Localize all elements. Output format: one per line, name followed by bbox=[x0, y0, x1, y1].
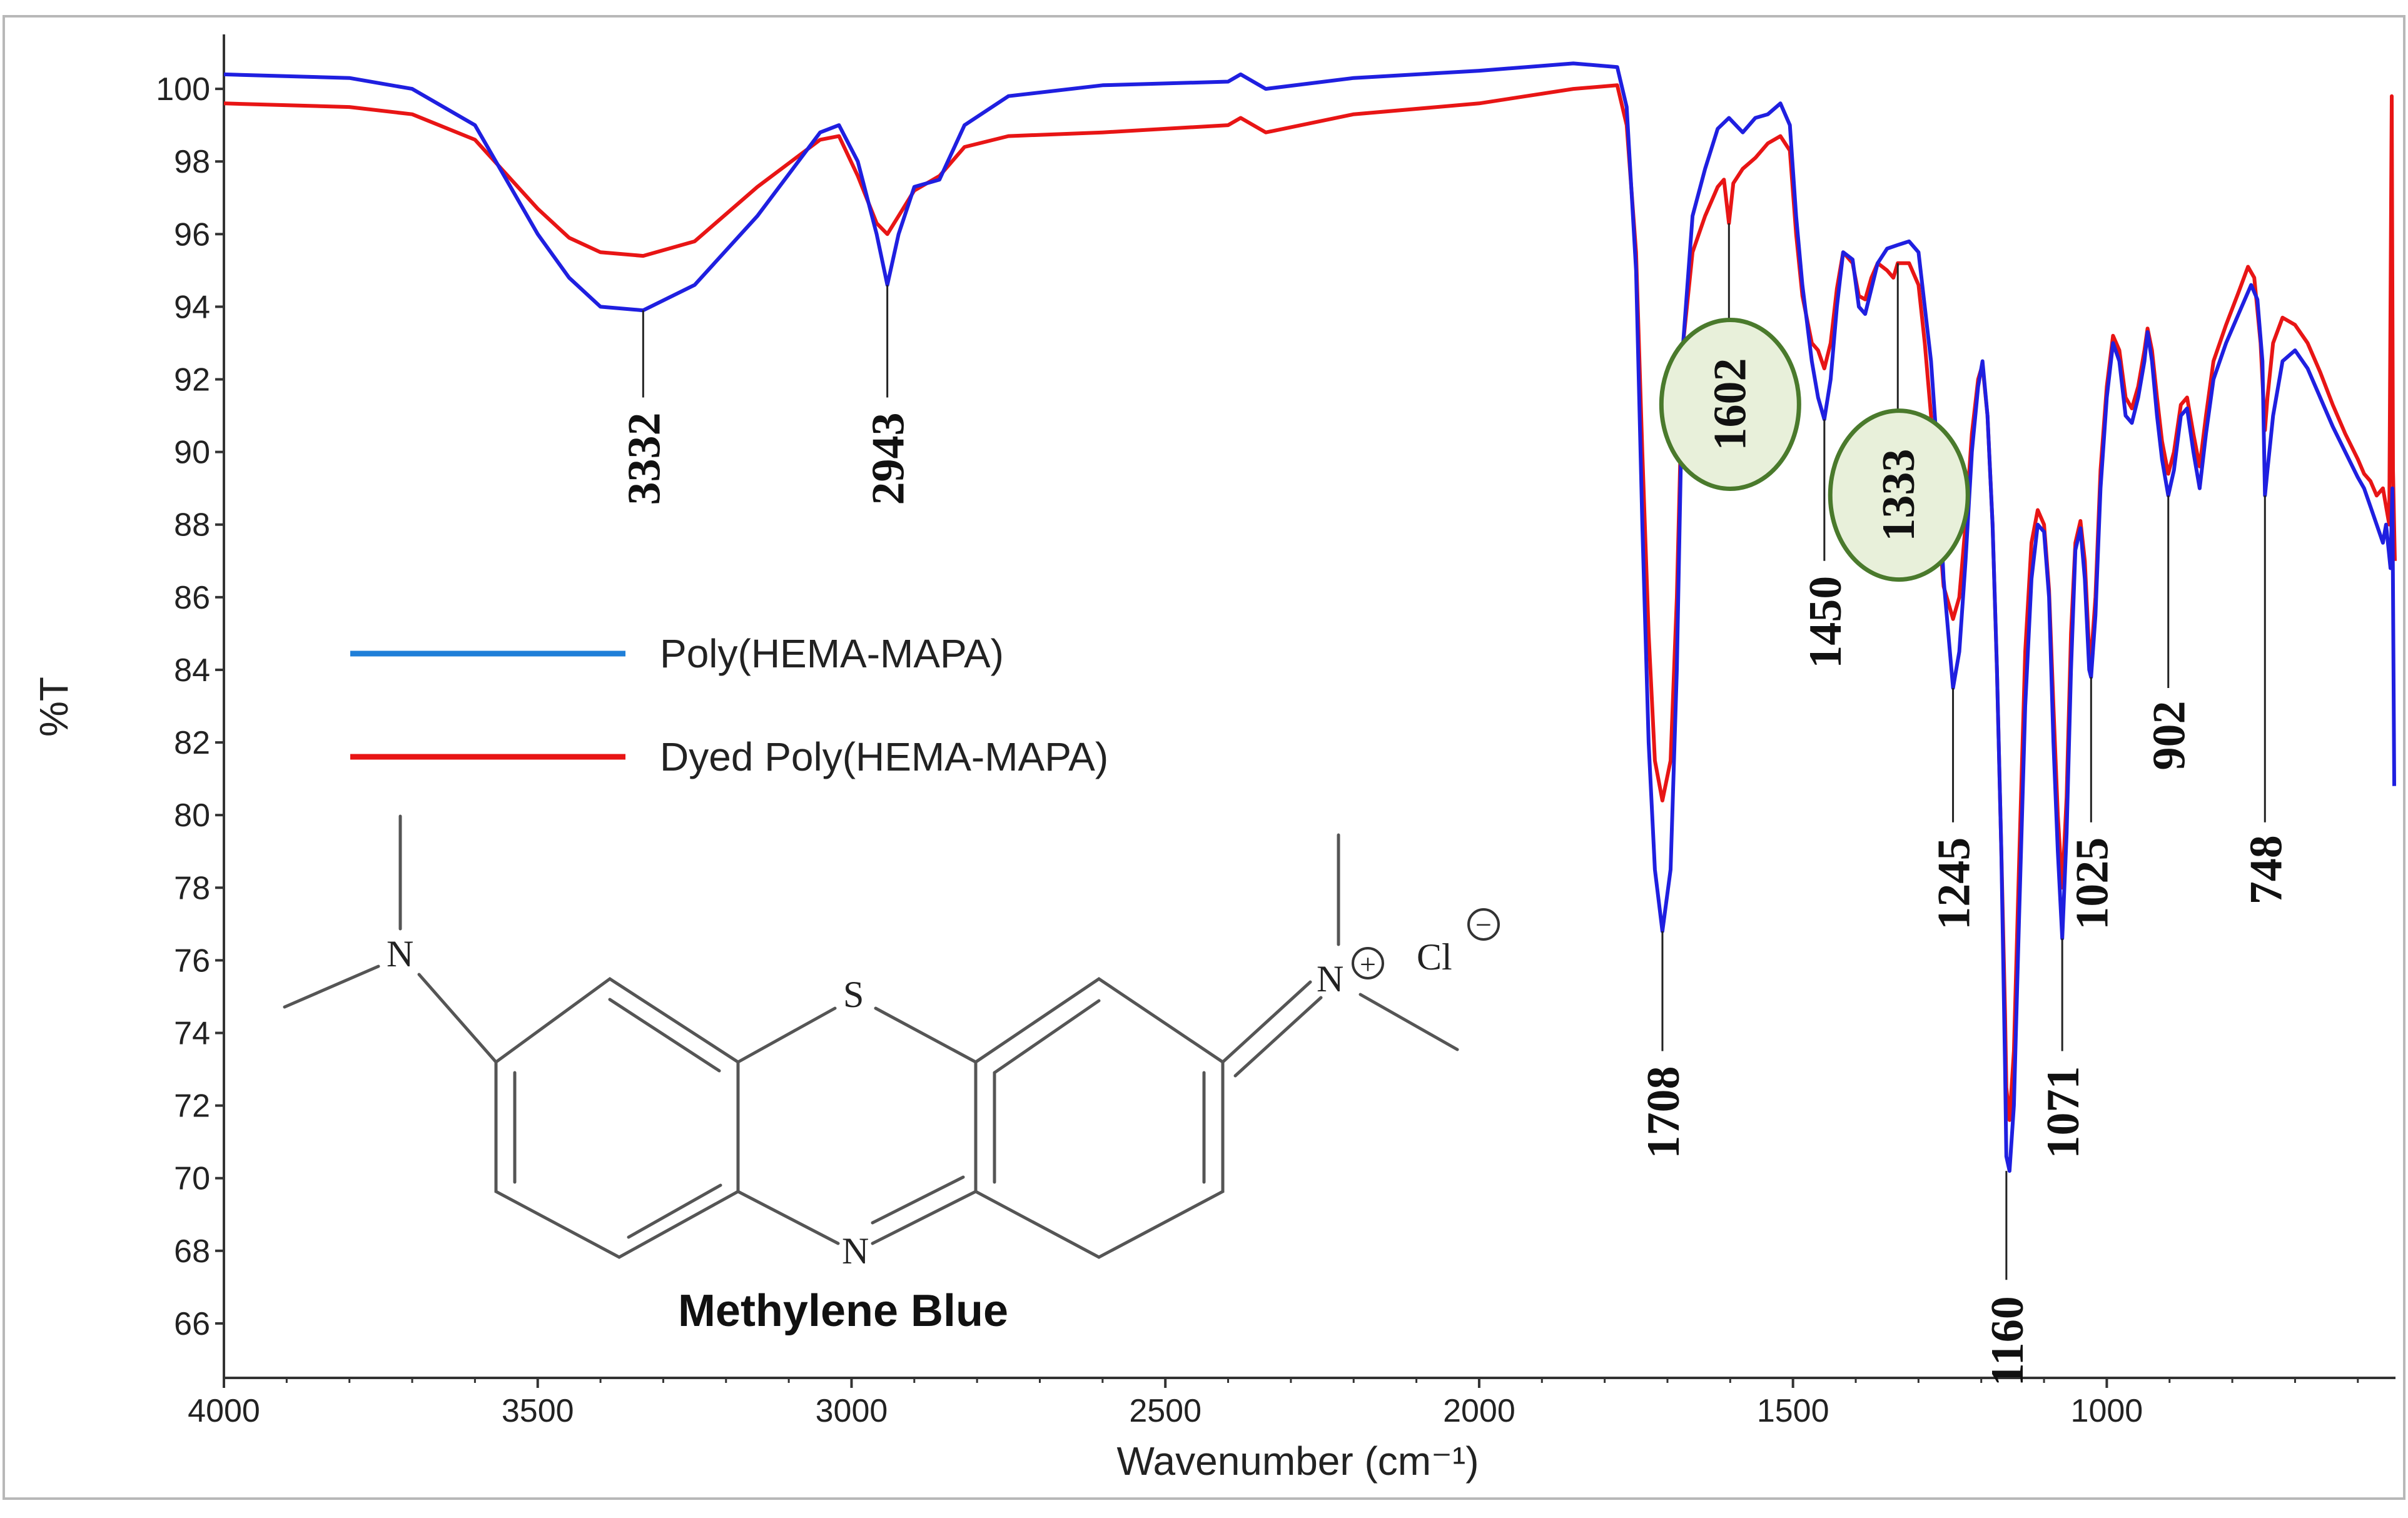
bond-n-right bbox=[871, 1190, 978, 1245]
peak-label: 1450 bbox=[1800, 576, 1851, 669]
legend: Poly(HEMA-MAPA) Dyed Poly(HEMA-MAPA) bbox=[350, 631, 1108, 779]
bond-left-s bbox=[736, 1006, 837, 1064]
bond-ring-nright-b bbox=[1233, 996, 1323, 1078]
minus-charge: − bbox=[1475, 909, 1492, 941]
plus-charge-circle bbox=[1352, 947, 1384, 979]
y-axis-title: %T bbox=[31, 677, 76, 737]
y-tick-label: 98 bbox=[174, 144, 210, 180]
minus-charge-circle bbox=[1467, 908, 1500, 941]
peak-label: 1602 bbox=[1704, 358, 1756, 450]
y-tick-label: 96 bbox=[174, 216, 210, 253]
left-ring-double-3 bbox=[627, 1183, 722, 1239]
peak-label: 1025 bbox=[2067, 837, 2118, 930]
y-tick-label: 82 bbox=[174, 725, 210, 761]
y-tick-label: 90 bbox=[174, 435, 210, 471]
y-tick-label: 66 bbox=[174, 1306, 210, 1342]
atom-n-left: N bbox=[387, 933, 413, 974]
y-tick-label: 70 bbox=[174, 1161, 210, 1197]
x-tick-label: 4000 bbox=[188, 1393, 260, 1429]
right-ring-double-1 bbox=[993, 999, 1101, 1075]
peak-label: 2943 bbox=[863, 413, 914, 505]
bond-ring-nleft bbox=[417, 973, 498, 1064]
series-layer bbox=[223, 61, 2397, 1173]
x-tick-label: 1000 bbox=[2071, 1393, 2143, 1429]
series-line-poly-hema-mapa- bbox=[223, 61, 2396, 1173]
plot-area: 66 68 70 72 74 76 78 80 82 84 86 88 90 92 94 96 98 100 40… bbox=[156, 34, 2397, 1429]
counter-ion: Cl bbox=[1417, 936, 1452, 978]
x-tick-label: 2500 bbox=[1129, 1393, 1201, 1429]
y-tick-label: 76 bbox=[174, 943, 210, 979]
peak-highlight-circle bbox=[1828, 408, 1970, 582]
x-tick-label: 3000 bbox=[816, 1393, 888, 1429]
plus-charge: + bbox=[1360, 948, 1376, 980]
y-tick-label: 78 bbox=[174, 870, 210, 906]
legend-label-dyed: Dyed Poly(HEMA-MAPA) bbox=[660, 734, 1108, 779]
y-tick-label: 86 bbox=[174, 580, 210, 616]
y-ticks: 66 68 70 72 74 76 78 80 82 84 86 88 90 92 94 96 98 100 bbox=[156, 71, 224, 1342]
y-tick-label: 84 bbox=[174, 652, 210, 689]
atom-s: S bbox=[843, 974, 864, 1015]
y-tick-label: 88 bbox=[174, 507, 210, 544]
atom-n-right: N bbox=[1317, 958, 1343, 999]
y-tick-label: 100 bbox=[156, 71, 210, 108]
peak-label: 748 bbox=[2240, 835, 2292, 904]
bond-s-right bbox=[874, 1006, 978, 1064]
molecule-name: Methylene Blue bbox=[678, 1286, 1008, 1336]
atom-n-ring: N bbox=[842, 1230, 869, 1272]
x-tick-label: 1500 bbox=[1757, 1393, 1829, 1429]
peak-label: 1160 bbox=[1982, 1296, 2033, 1386]
methylene-blue-structure bbox=[283, 814, 1459, 1259]
peak-label: 902 bbox=[2144, 701, 2195, 770]
bond-ring-nright-a bbox=[1221, 980, 1312, 1064]
legend-label-poly: Poly(HEMA-MAPA) bbox=[660, 631, 1004, 676]
y-tick-label: 94 bbox=[174, 289, 210, 325]
x-tick-label: 3500 bbox=[502, 1393, 574, 1429]
y-tick-label: 80 bbox=[174, 797, 210, 834]
y-tick-label: 92 bbox=[174, 362, 210, 398]
peak-label: 1708 bbox=[1638, 1066, 1689, 1159]
bond-n-right-double bbox=[871, 1175, 965, 1225]
peak-label: 1333 bbox=[1873, 449, 1925, 542]
peak-layer: 3332 2943 1708 1602 1450 1333 1245 1160 1071 1025… bbox=[619, 223, 2292, 1386]
peak-label: 1245 bbox=[1929, 837, 1980, 930]
peak-label: 3332 bbox=[619, 413, 670, 505]
series-line-dyed-poly-hema-mapa- bbox=[223, 83, 2397, 1122]
x-ticks: 4000 3500 3000 2500 2000 1500 1000 bbox=[188, 1378, 2359, 1429]
x-axis-title: Wavenumber (cm⁻¹) bbox=[1116, 1439, 1479, 1484]
bond-nright-right bbox=[1358, 993, 1459, 1051]
left-ring-double-2 bbox=[608, 998, 721, 1073]
peak-highlight-circle bbox=[1659, 317, 1801, 491]
bond-nleft-left bbox=[283, 964, 380, 1009]
y-tick-label: 74 bbox=[174, 1015, 210, 1051]
x-tick-label: 2000 bbox=[1443, 1393, 1515, 1429]
peak-label: 1071 bbox=[2038, 1066, 2089, 1159]
right-ring bbox=[974, 976, 1225, 1259]
y-tick-label: 72 bbox=[174, 1088, 210, 1125]
bond-left-n bbox=[736, 1190, 840, 1245]
y-tick-label: 68 bbox=[174, 1233, 210, 1270]
